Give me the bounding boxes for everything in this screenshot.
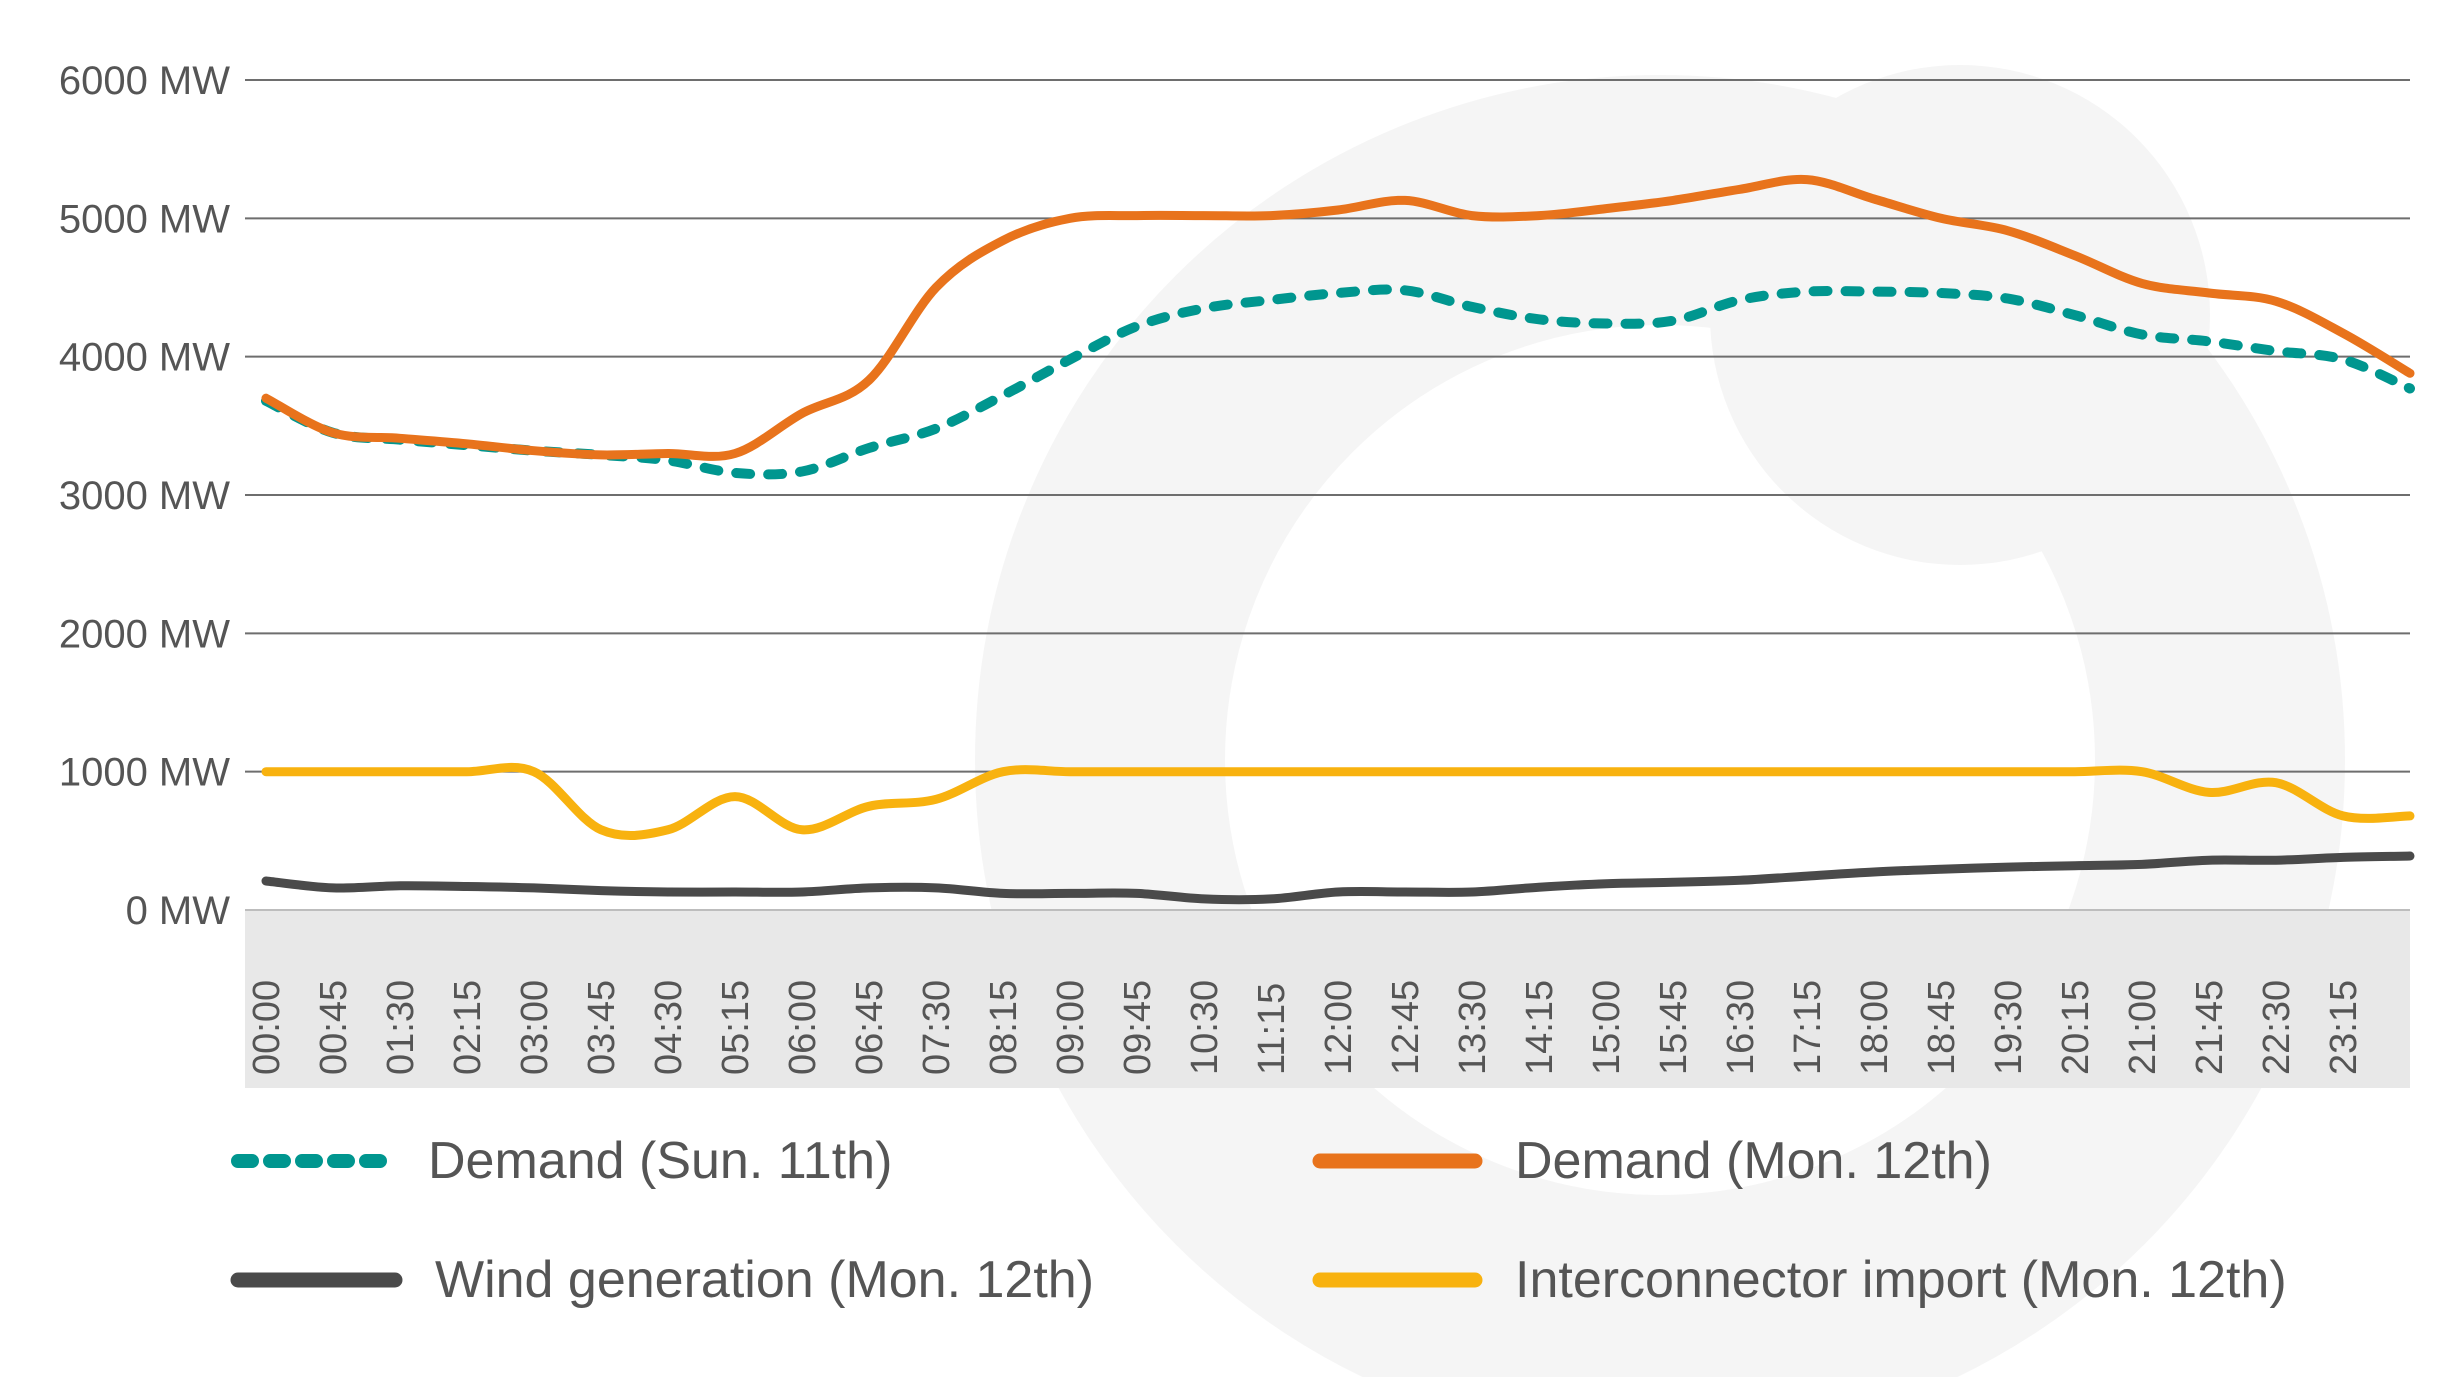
- plot-area: [261, 174, 2415, 905]
- x-tick-label: 20:15: [2055, 980, 2097, 1075]
- x-tick-label: 11:15: [1251, 983, 1293, 1075]
- y-tick-label: 0 MW: [126, 889, 231, 933]
- y-tick-label: 1000 MW: [59, 751, 230, 795]
- x-tick-label: 06:00: [782, 980, 824, 1075]
- y-tick-label: 2000 MW: [59, 612, 230, 656]
- x-tick-label: 12:45: [1385, 980, 1427, 1075]
- x-tick-label: 10:30: [1184, 980, 1226, 1075]
- x-tick-label: 13:30: [1452, 980, 1494, 1075]
- x-tick-label: 05:15: [715, 980, 757, 1075]
- x-tick-label: 12:00: [1318, 980, 1360, 1075]
- gridlines: [245, 79, 2410, 911]
- x-tick-label: 04:30: [648, 980, 690, 1075]
- y-tick-label: 4000 MW: [59, 336, 230, 380]
- y-axis: 0 MW 1000 MW 2000 MW 3000 MW 4000 MW 5000 MW 6…: [59, 59, 230, 933]
- x-tick-label: 15:00: [1586, 980, 1628, 1075]
- series-line: [261, 762, 2415, 841]
- x-tick-label: 21:45: [2189, 980, 2231, 1075]
- x-tick-label: 01:30: [380, 980, 422, 1075]
- series-line: [261, 174, 2415, 461]
- x-tick-label: 06:45: [849, 980, 891, 1075]
- x-tick-label: 18:00: [1854, 980, 1896, 1075]
- x-tick-label: 19:30: [1988, 980, 2030, 1075]
- x-tick-label: 08:15: [983, 980, 1025, 1075]
- x-axis-band: [245, 910, 2410, 1088]
- x-tick-label: 02:15: [447, 980, 489, 1075]
- legend-label: Interconnector import (Mon. 12th): [1515, 1251, 2287, 1309]
- x-tick-label: 17:15: [1787, 980, 1829, 1075]
- x-tick-label: 09:45: [1117, 980, 1159, 1075]
- x-tick-label: 03:00: [514, 980, 556, 1075]
- series-line: [261, 851, 2415, 905]
- legend-label: Demand (Mon. 12th): [1515, 1132, 1992, 1190]
- x-tick-label: 15:45: [1653, 980, 1695, 1075]
- x-tick-label: 14:15: [1519, 980, 1561, 1075]
- x-tick-label: 23:15: [2323, 980, 2365, 1075]
- x-tick-label: 07:30: [916, 980, 958, 1075]
- x-tick-label: 03:45: [581, 980, 623, 1075]
- x-tick-label: 09:00: [1050, 980, 1092, 1075]
- y-tick-label: 6000 MW: [59, 59, 230, 103]
- legend: Demand (Sun. 11th) Demand (Mon. 12th) Wind…: [230, 1132, 2287, 1309]
- legend-label: Demand (Sun. 11th): [428, 1132, 892, 1190]
- x-tick-label: 00:45: [313, 980, 355, 1075]
- x-tick-label: 16:30: [1720, 980, 1762, 1075]
- x-tick-label: 18:45: [1921, 980, 1963, 1075]
- x-tick-label: 22:30: [2256, 980, 2298, 1075]
- x-axis: 00:00 00:45 01:30 02:15 03:00 03:45 04:30 05:15…: [246, 980, 2365, 1075]
- y-tick-label: 3000 MW: [59, 474, 230, 518]
- legend-label: Wind generation (Mon. 12th): [435, 1251, 1094, 1309]
- x-tick-label: 00:00: [246, 980, 288, 1075]
- x-tick-label: 21:00: [2122, 980, 2164, 1075]
- y-tick-label: 5000 MW: [59, 197, 230, 241]
